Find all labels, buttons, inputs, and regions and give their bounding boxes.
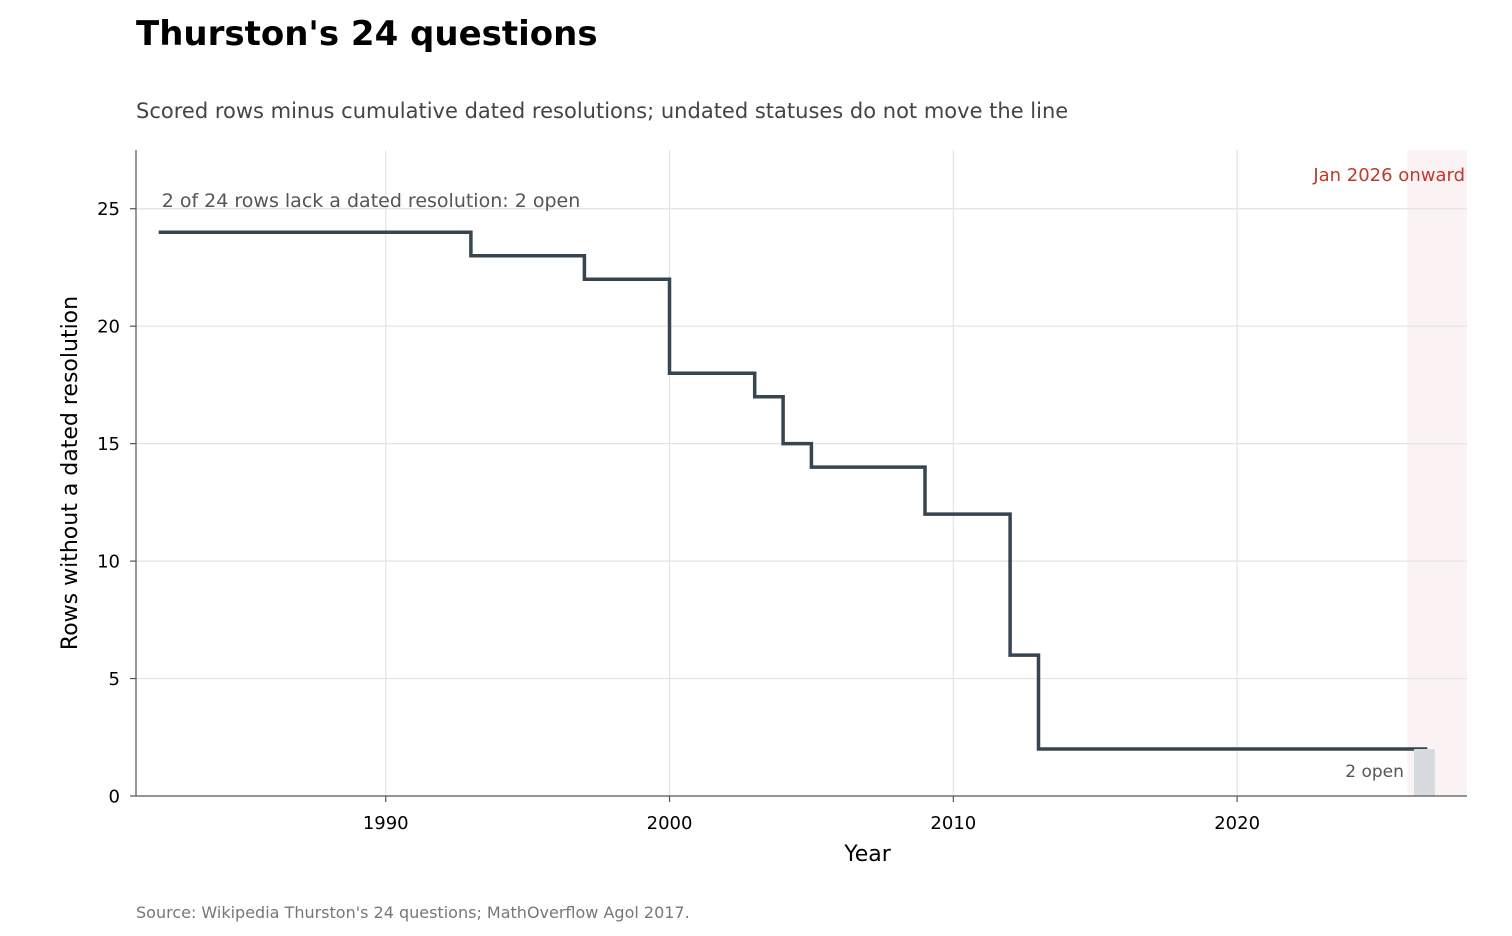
source-note: Source: Wikipedia Thurston's 24 question… [136,903,690,922]
y-tick-label: 25 [97,199,120,220]
shaded-region-label: Jan 2026 onward [1312,165,1465,186]
annotation-text: 2 of 24 rows lack a dated resolution: 2 … [162,190,581,212]
x-tick-label: 2000 [647,813,693,834]
chart-subtitle: Scored rows minus cumulative dated resol… [136,99,1069,123]
x-tick-label: 2020 [1214,813,1260,834]
axes-group [135,150,1467,797]
ticks-group: 1990 2000 2010 2020 0 5 10 15 20 25 [97,199,1260,834]
x-tick-label: 2010 [930,813,976,834]
y-tick-label: 5 [109,669,120,690]
y-tick-label: 0 [109,787,120,808]
y-tick-label: 10 [97,552,120,573]
y-tick-label: 20 [97,317,120,338]
labels-group: Year Rows without a dated resolution 2 of … [58,190,892,867]
bar-group: 2 open [1345,749,1435,796]
y-axis-label: Rows without a dated resolution [58,296,83,650]
grid-group [136,150,1467,796]
series-line [158,230,1428,751]
series-group [158,230,1428,751]
x-tick-label: 1990 [363,813,409,834]
chart-title: Thurston's 24 questions [136,14,598,54]
x-axis-label: Year [843,842,892,867]
open-bar-label: 2 open [1345,762,1404,782]
open-bar [1413,749,1435,796]
y-tick-label: 15 [97,434,120,455]
shaded-region [1407,150,1467,796]
shaded-region-group: Jan 2026 onward [1312,150,1467,796]
